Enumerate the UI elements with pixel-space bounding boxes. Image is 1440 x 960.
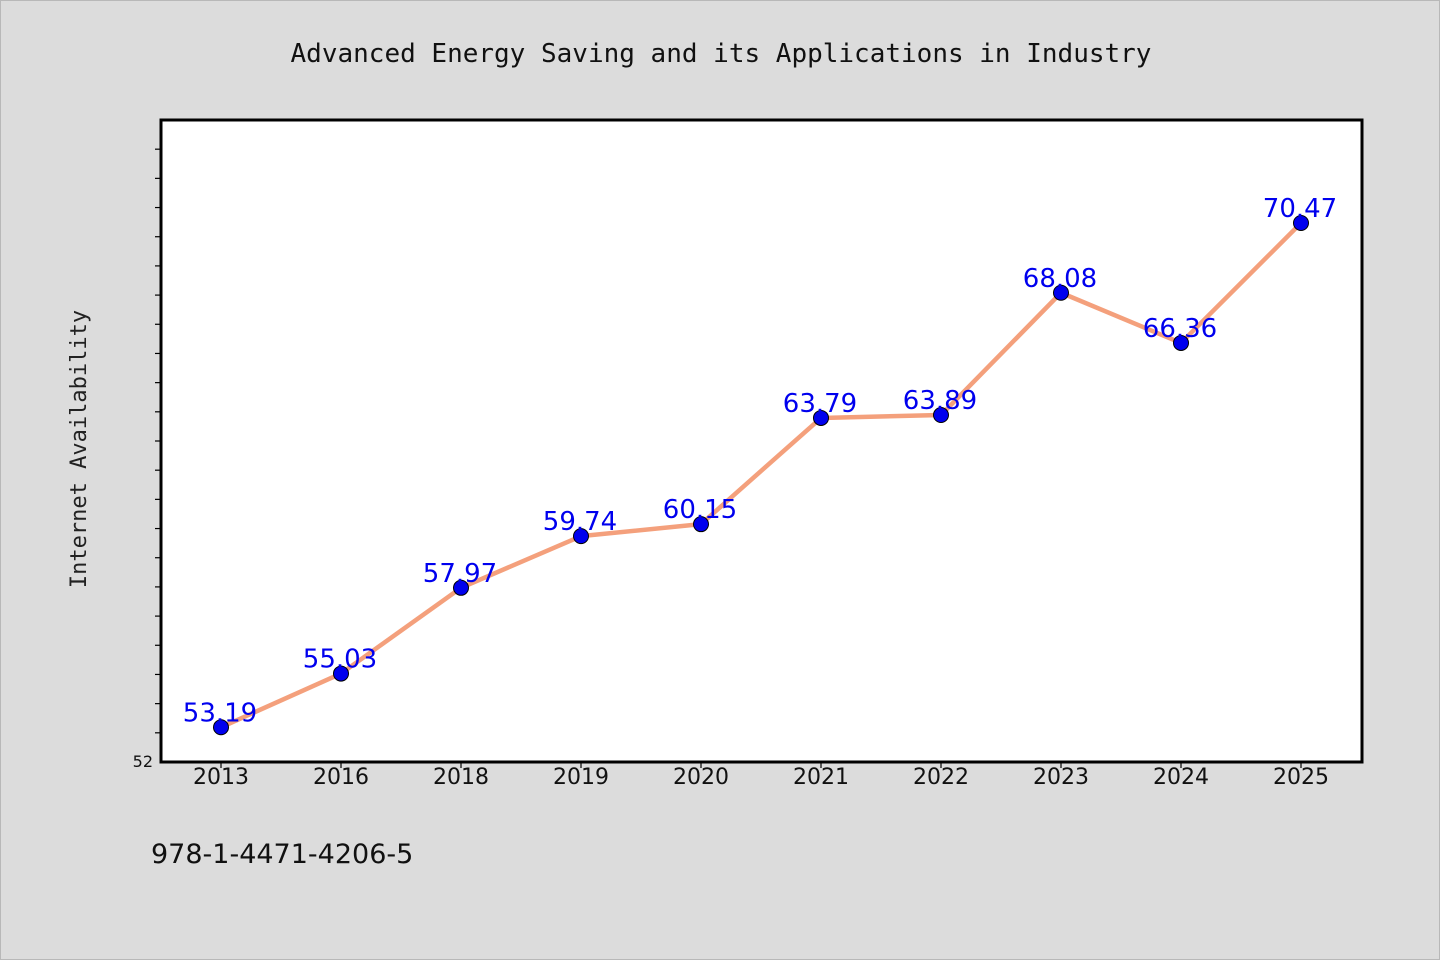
- data-point: [933, 407, 949, 424]
- isbn-caption: 978-1-4471-4206-5: [151, 839, 413, 870]
- data-point: [213, 719, 229, 736]
- data-label: 68.08: [1023, 264, 1097, 294]
- data-label: 57.97: [423, 559, 497, 589]
- data-point: [1173, 334, 1189, 351]
- data-label-layer: 53.19 55.03 57.97 59.74 60.15 63.79 63.89 68.08…: [183, 194, 1337, 728]
- x-tick-label: 2022: [913, 765, 969, 790]
- y-axis-label: Internet Availability: [67, 310, 92, 588]
- data-label: 66.36: [1143, 314, 1217, 344]
- chart-title: Advanced Energy Saving and its Applicati…: [291, 39, 1152, 69]
- series-marker-layer: [213, 215, 1309, 736]
- x-tick-label: 2016: [313, 765, 369, 790]
- plot-area: [159, 118, 1364, 764]
- data-point: [813, 409, 829, 426]
- data-label: 53.19: [183, 698, 257, 728]
- data-point: [693, 516, 709, 533]
- x-tick-label: 2024: [1153, 765, 1209, 790]
- data-point: [1053, 284, 1069, 301]
- data-label: 70.47: [1263, 194, 1337, 224]
- data-label: 60.15: [663, 495, 737, 525]
- x-tick-label-layer: 2013 2016 2018 2019 2020 2021 2022 2023 2024 2025: [193, 765, 1329, 790]
- data-point: [1293, 215, 1309, 232]
- x-tick-label: 2020: [673, 765, 729, 790]
- data-label: 59.74: [543, 507, 617, 537]
- series-line-layer: [218, 220, 1304, 730]
- data-point: [573, 528, 589, 545]
- y-tick-label: 52: [133, 752, 153, 771]
- x-tick-label: 2023: [1033, 765, 1089, 790]
- x-tick-label: 2013: [193, 765, 249, 790]
- data-label: 63.89: [903, 386, 977, 416]
- data-label: 55.03: [303, 645, 377, 675]
- data-label: 63.79: [783, 389, 857, 419]
- series-line: [218, 220, 1304, 730]
- x-tick-label: 2021: [793, 765, 849, 790]
- x-tick-label: 2018: [433, 765, 489, 790]
- axis-ticks: [155, 148, 1302, 768]
- data-point: [453, 579, 469, 596]
- data-point: [333, 665, 349, 682]
- x-tick-label: 2025: [1273, 765, 1329, 790]
- x-tick-label: 2019: [553, 765, 609, 790]
